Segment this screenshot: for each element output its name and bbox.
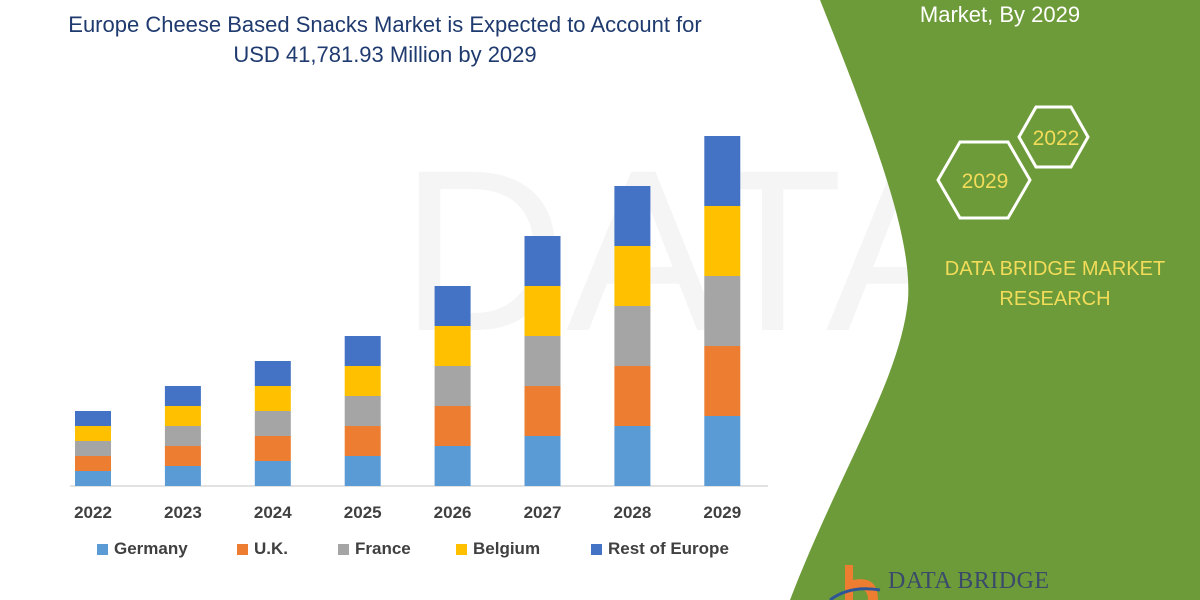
x-tick-label-2026: 2026 <box>434 503 472 522</box>
legend-item-france: France <box>338 539 411 559</box>
x-tick-label-2025: 2025 <box>344 503 382 522</box>
legend-item-germany: Germany <box>97 539 188 559</box>
hexagon-2022 <box>1017 105 1090 169</box>
bar-2023-u-k- <box>164 446 201 466</box>
bar-2029-germany <box>704 416 741 486</box>
bar-2027-belgium <box>524 286 561 336</box>
legend-swatch <box>338 543 349 555</box>
x-tick-label-2027: 2027 <box>524 503 562 522</box>
bar-2024-u-k- <box>254 436 291 461</box>
bar-2025-belgium <box>344 366 381 396</box>
x-tick-label-2029: 2029 <box>703 503 741 522</box>
legend-item-rest-of-europe: Rest of Europe <box>591 539 729 559</box>
bar-2029-belgium <box>704 206 741 276</box>
bar-2026-rest-of-europe <box>434 286 471 326</box>
legend-label: Belgium <box>473 539 541 558</box>
bar-2026-france <box>434 366 471 406</box>
bar-2024-belgium <box>254 386 291 411</box>
legend: Germany U.K. France Belgium Rest of Euro… <box>0 539 800 563</box>
bar-2023-belgium <box>164 406 201 426</box>
legend-swatch <box>97 543 108 555</box>
bar-2029-france <box>704 276 741 346</box>
logo-icon <box>829 565 881 600</box>
legend-item-uk: U.K. <box>237 539 288 559</box>
x-tick-label-2028: 2028 <box>613 503 651 522</box>
x-tick-label-2023: 2023 <box>164 503 202 522</box>
legend-swatch <box>456 543 467 555</box>
legend-swatch <box>591 543 602 555</box>
bar-2024-germany <box>254 461 291 486</box>
bar-2028-u-k- <box>614 366 651 426</box>
bar-2022-rest-of-europe <box>75 411 111 426</box>
bar-2022-germany <box>75 471 111 486</box>
legend-swatch <box>237 543 248 555</box>
bar-2024-france <box>254 411 291 436</box>
x-tick-label-2022: 2022 <box>74 503 112 522</box>
hexagon-2029 <box>936 140 1032 220</box>
legend-label: Germany <box>114 539 188 558</box>
bar-2026-u-k- <box>434 406 471 446</box>
chart-title-line2: USD 41,781.93 Million by 2029 <box>233 42 537 67</box>
bar-2023-rest-of-europe <box>164 386 201 406</box>
hex-2022-label: 2022 <box>1033 127 1080 150</box>
bar-2023-france <box>164 426 201 446</box>
bars <box>75 136 741 486</box>
right-title-fragment: Market, By 2029 <box>919 2 1081 27</box>
bar-2025-france <box>344 396 381 426</box>
bar-2022-france <box>75 441 111 456</box>
bar-2025-rest-of-europe <box>344 336 381 366</box>
bar-2023-germany <box>164 466 201 486</box>
chart-title-line1: Europe Cheese Based Snacks Market is Exp… <box>68 12 702 37</box>
bar-2027-france <box>524 336 561 386</box>
green-panel <box>790 0 1200 600</box>
bar-2029-u-k- <box>704 346 741 416</box>
x-tick-label-2024: 2024 <box>254 503 292 522</box>
hex-2029-label: 2029 <box>962 170 1009 193</box>
x-tick-labels: 2022 2023 2024 2025 2026 2027 2028 2029 <box>74 503 741 522</box>
bar-2025-u-k- <box>344 426 381 456</box>
legend-label: France <box>355 539 411 558</box>
bar-2027-germany <box>524 436 561 486</box>
bar-2026-germany <box>434 446 471 486</box>
brand-name: DATA BRIDGE MARKET RESEARCH <box>944 258 1166 310</box>
bar-2028-rest-of-europe <box>614 186 651 246</box>
bar-2029-rest-of-europe <box>704 136 741 206</box>
bar-2027-u-k- <box>524 386 561 436</box>
bar-2027-rest-of-europe <box>524 236 561 286</box>
bar-2024-rest-of-europe <box>254 361 291 386</box>
bar-2025-germany <box>344 456 381 486</box>
legend-item-belgium: Belgium <box>456 539 540 559</box>
bar-2028-france <box>614 306 651 366</box>
logo-text: DATA BRIDGE <box>888 568 1050 594</box>
chart-title: Europe Cheese Based Snacks Market is Exp… <box>40 10 730 70</box>
legend-label: U.K. <box>254 539 288 558</box>
bar-2022-u-k- <box>75 456 111 471</box>
bar-2028-germany <box>614 426 651 486</box>
bar-2026-belgium <box>434 326 471 366</box>
bar-2028-belgium <box>614 246 651 306</box>
legend-label: Rest of Europe <box>608 539 729 558</box>
bar-2022-belgium <box>75 426 111 441</box>
